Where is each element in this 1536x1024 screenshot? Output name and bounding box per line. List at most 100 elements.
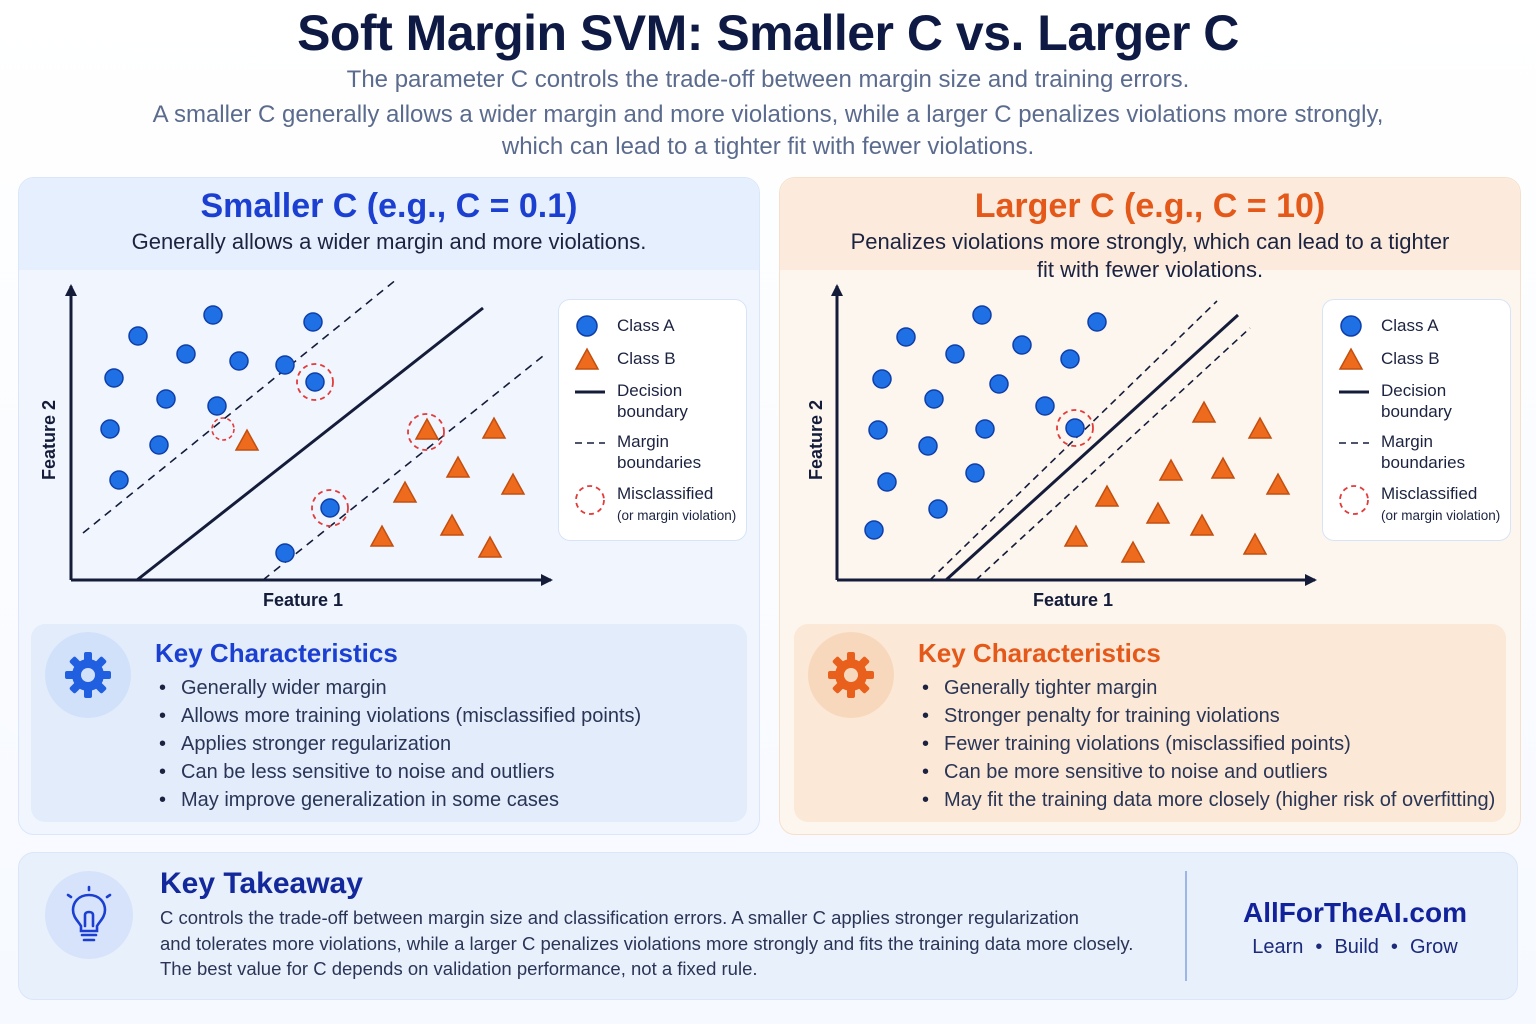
lightbulb-icon (45, 871, 133, 959)
legend: Class A Class B Decision boundary Margin… (1322, 299, 1511, 541)
list-item: Generally wider margin (159, 674, 641, 702)
class-a-point (275, 355, 295, 375)
page-title: Soft Margin SVM: Smaller C vs. Larger C (297, 5, 1239, 61)
legend-label: Misclassified (617, 484, 714, 503)
legend-label: Decision boundary (1381, 381, 1452, 421)
class-a-point (100, 419, 120, 439)
panel-description: Generally allows a wider margin and more… (131, 229, 647, 254)
key-characteristics-box: Key Characteristics Generally tighter ma… (794, 624, 1506, 822)
class-a-point (1060, 349, 1080, 369)
legend-label: Margin boundaries (617, 432, 702, 472)
x-axis-label: Feature 1 (1033, 590, 1113, 610)
class-a-point (1035, 396, 1055, 416)
class-a-point (149, 435, 169, 455)
key-characteristics-list: Generally tighter margin Stronger penalt… (922, 674, 1495, 814)
class-a-point (877, 472, 897, 492)
dashed-circle-icon (575, 485, 605, 515)
class-a-point (104, 368, 124, 388)
class-a-point (156, 389, 176, 409)
y-axis-label: Feature 2 (806, 400, 826, 480)
class-b-point (1063, 524, 1089, 547)
takeaway-title: Key Takeaway (160, 867, 363, 900)
brand-tagline: Learn • Build • Grow (1252, 936, 1458, 958)
class-b-point (500, 472, 526, 495)
class-a-marker-icon (1340, 315, 1362, 337)
class-a-point (275, 543, 295, 563)
legend-sublabel: (or margin violation) (617, 508, 737, 523)
panel-smaller-c: Smaller C (e.g., C = 0.1) Generally allo… (18, 177, 760, 835)
class-b-point (1242, 532, 1268, 555)
class-b-point (1120, 540, 1146, 563)
class-a-point (989, 374, 1009, 394)
class-a-point (109, 470, 129, 490)
list-item: Can be more sensitive to noise and outli… (922, 758, 1495, 786)
margin-boundary-upper (929, 300, 1218, 581)
panel-title: Smaller C (e.g., C = 0.1) (200, 187, 578, 225)
class-b-point (1265, 472, 1291, 495)
class-a-point-misclassified (320, 498, 340, 518)
class-a-point (303, 312, 323, 332)
class-a-point (872, 369, 892, 389)
decision-boundary (944, 313, 1240, 582)
legend: Class A Class B Decision boundary Margin… (558, 299, 747, 541)
list-item: May improve generalization in some cases (159, 786, 641, 814)
class-b-point (369, 524, 395, 547)
takeaway-text: C controls the trade-off between margin … (160, 905, 1170, 982)
list-item: Fewer training violations (misclassified… (922, 730, 1495, 758)
class-b-marker-icon (1338, 347, 1364, 370)
tagline-word: Build (1334, 936, 1379, 958)
panel-title: Larger C (e.g., C = 10) (974, 187, 1326, 225)
takeaway-line: The best value for C depends on validati… (160, 958, 758, 979)
panel-description: Penalizes violations more strongly, whic… (850, 229, 1450, 282)
class-b-point (439, 513, 465, 536)
class-b-point (477, 535, 503, 558)
class-b-point (1189, 513, 1215, 536)
gear-icon (808, 632, 894, 718)
x-axis-label: Feature 1 (263, 590, 343, 610)
class-a-point (1087, 312, 1107, 332)
key-takeaway-box: Key Takeaway C controls the trade-off be… (18, 852, 1518, 1000)
margin-boundary-lower (975, 327, 1251, 581)
legend-label: Margin boundaries (1381, 432, 1466, 472)
class-a-point (896, 327, 916, 347)
key-characteristics-title: Key Characteristics (155, 638, 398, 668)
class-a-point (207, 396, 227, 416)
class-a-point-misclassified (305, 372, 325, 392)
takeaway-line: C controls the trade-off between margin … (160, 907, 1079, 928)
subtitle-line-3: which can lead to a tighter fit with few… (501, 133, 1035, 160)
class-b-point-misclassified (234, 428, 260, 451)
decision-boundary (136, 306, 484, 582)
legend-label: Class A (1381, 316, 1439, 335)
key-characteristics-box: Key Characteristics Generally wider marg… (31, 624, 747, 822)
class-a-point (229, 351, 249, 371)
divider (1185, 871, 1187, 981)
svm-plot-larger-c: Feature 1 Feature 2 (806, 284, 1317, 610)
class-a-point (176, 344, 196, 364)
margin-boundary-upper (82, 278, 398, 534)
class-b-point (481, 416, 507, 439)
misclassified-marker (407, 413, 445, 451)
list-item: May fit the training data more closely (… (922, 786, 1495, 814)
brand-name: AllForTheAI.com (1242, 897, 1467, 928)
legend-label: Decision boundary (617, 381, 688, 421)
panel-header: Larger C (e.g., C = 10) Penalizes violat… (780, 178, 1520, 282)
legend-label: Class B (1381, 349, 1440, 368)
subtitle-line-1: The parameter C controls the trade-off b… (346, 66, 1190, 93)
class-a-point (203, 305, 223, 325)
class-b-point (1247, 416, 1273, 439)
key-characteristics-list: Generally wider margin Allows more train… (159, 674, 641, 814)
legend-sublabel: (or margin violation) (1381, 508, 1501, 523)
takeaway-line: and tolerates more violations, while a l… (160, 932, 1134, 954)
legend-label: Misclassified (1381, 484, 1478, 503)
class-a-point (868, 420, 888, 440)
dashed-line-icon (1339, 442, 1369, 444)
list-item: Applies stronger regularization (159, 730, 641, 758)
y-axis-label: Feature 2 (39, 400, 59, 480)
class-a-point (975, 419, 995, 439)
list-item: Can be less sensitive to noise and outli… (159, 758, 641, 786)
class-b-point (1094, 484, 1120, 507)
list-item: Generally tighter margin (922, 674, 1495, 702)
class-a-point (1012, 335, 1032, 355)
class-a-point (864, 520, 884, 540)
list-item: Allows more training violations (misclas… (159, 702, 641, 730)
